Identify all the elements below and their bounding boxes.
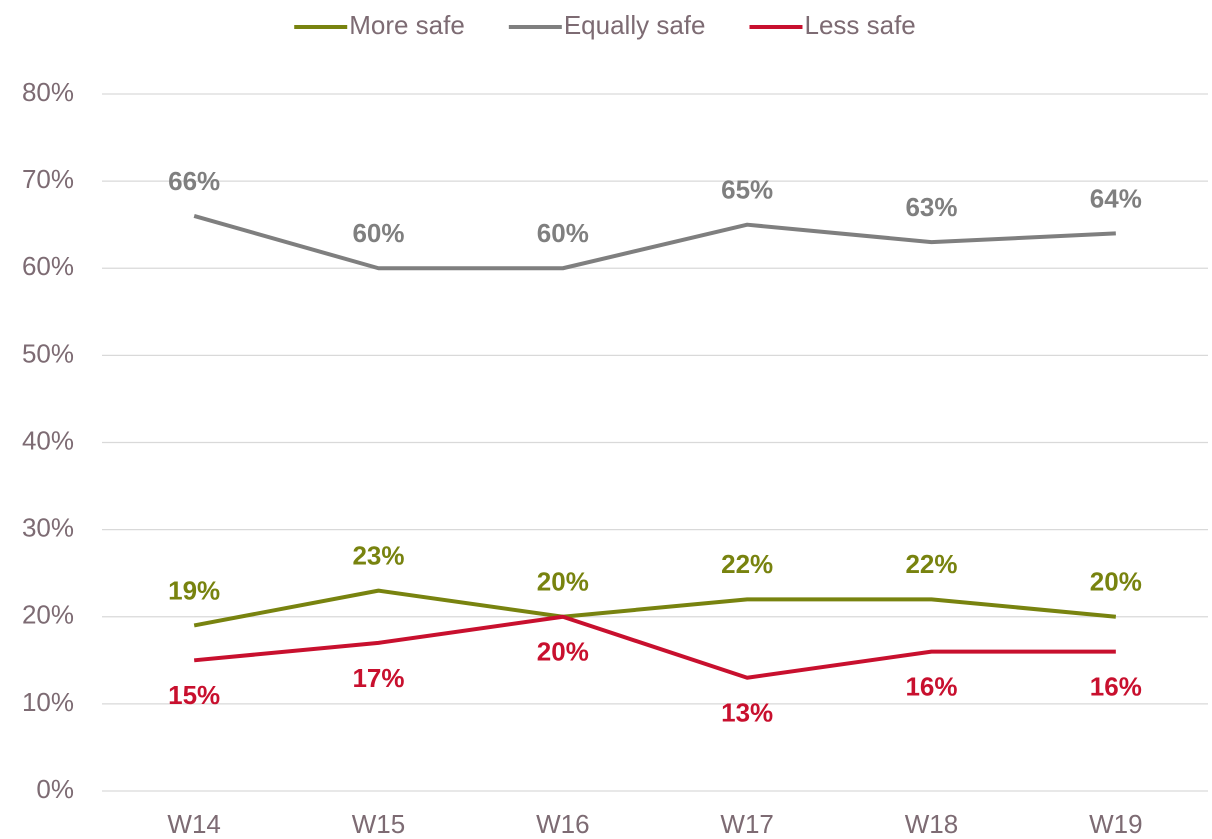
data-label: 63%: [905, 192, 957, 222]
data-label: 20%: [537, 637, 589, 667]
data-label: 65%: [721, 175, 773, 205]
data-label: 60%: [352, 218, 404, 248]
x-tick-label: W15: [352, 809, 405, 839]
data-label: 15%: [168, 680, 220, 710]
data-label: 22%: [721, 549, 773, 579]
x-tick-label: W18: [905, 809, 958, 839]
series-line: [193, 214, 1116, 271]
data-label: 17%: [352, 663, 404, 693]
y-tick-label: 20%: [22, 600, 74, 630]
data-label: 23%: [352, 540, 404, 570]
y-tick-label: 30%: [22, 513, 74, 543]
y-tick-label: 70%: [22, 164, 74, 194]
y-tick-label: 0%: [36, 774, 74, 804]
x-tick-label: W19: [1089, 809, 1142, 839]
data-label: 19%: [168, 575, 220, 605]
x-tick-label: W14: [167, 809, 220, 839]
data-label: 64%: [1090, 183, 1142, 213]
data-label: 16%: [1090, 671, 1142, 701]
legend-label: Equally safe: [564, 10, 706, 40]
data-label: 16%: [905, 671, 957, 701]
series-line: [193, 588, 1117, 628]
data-label: 20%: [537, 567, 589, 597]
y-tick-label: 60%: [22, 251, 74, 281]
y-tick-label: 40%: [22, 425, 74, 455]
x-tick-label: W16: [536, 809, 589, 839]
data-label: 66%: [168, 166, 220, 196]
legend-label: Less safe: [804, 10, 915, 40]
data-label: 20%: [1090, 567, 1142, 597]
y-tick-label: 50%: [22, 338, 74, 368]
data-label: 60%: [537, 218, 589, 248]
y-tick-label: 80%: [22, 77, 74, 107]
legend-label: More safe: [349, 10, 465, 40]
data-label: 22%: [905, 549, 957, 579]
data-label: 13%: [721, 698, 773, 728]
x-tick-label: W17: [720, 809, 773, 839]
series-line: [193, 614, 1116, 680]
y-tick-label: 10%: [22, 687, 74, 717]
